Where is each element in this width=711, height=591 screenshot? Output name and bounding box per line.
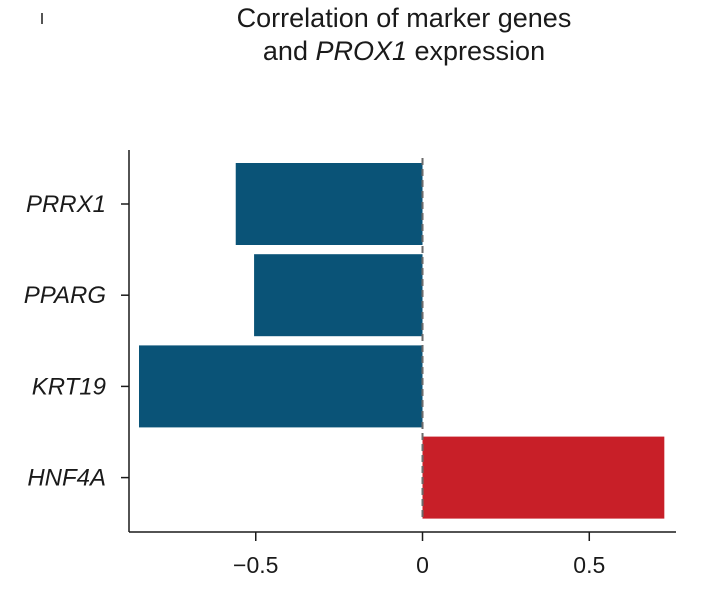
y-tick-label-krt19: KRT19 <box>32 373 106 400</box>
bars-layer <box>139 163 665 519</box>
bar-pparg <box>254 254 423 337</box>
chart-title-line2: and PROX1 expression <box>0 35 711 68</box>
bar-krt19 <box>139 345 423 428</box>
y-tick-label-pparg: PPARG <box>24 282 106 309</box>
chart-title: Correlation of marker genes and PROX1 ex… <box>0 2 711 68</box>
y-tick-label-prrx1: PRRX1 <box>26 191 106 218</box>
x-ticks: −0.5 0 0.5 <box>233 532 605 578</box>
chart-title-gene: PROX1 <box>315 36 408 66</box>
x-tick-label-2: 0.5 <box>573 552 605 578</box>
y-ticks: PRRX1 PPARG KRT19 HNF4A <box>24 191 129 492</box>
bar-prrx1 <box>235 163 423 245</box>
bar-hnf4a <box>422 436 665 519</box>
chart-title-prefix: and <box>262 36 316 66</box>
x-tick-label-1: 0 <box>416 552 429 578</box>
x-tick-label-0: −0.5 <box>233 552 278 578</box>
chart-title-suffix: expression <box>407 36 546 66</box>
y-tick-label-hnf4a: HNF4A <box>27 465 106 492</box>
corner-mark <box>41 13 43 24</box>
chart-title-line1: Correlation of marker genes <box>236 3 572 33</box>
